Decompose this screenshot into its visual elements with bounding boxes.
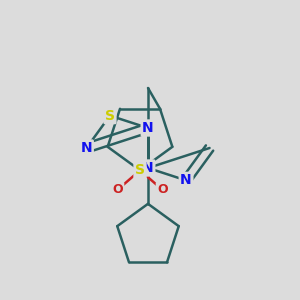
Text: O: O (157, 183, 168, 196)
Text: N: N (142, 121, 154, 135)
Text: N: N (81, 141, 92, 155)
Text: S: S (105, 109, 115, 123)
Text: N: N (180, 173, 192, 188)
Text: N: N (142, 161, 154, 175)
Text: O: O (112, 183, 123, 196)
Text: S: S (135, 163, 145, 177)
